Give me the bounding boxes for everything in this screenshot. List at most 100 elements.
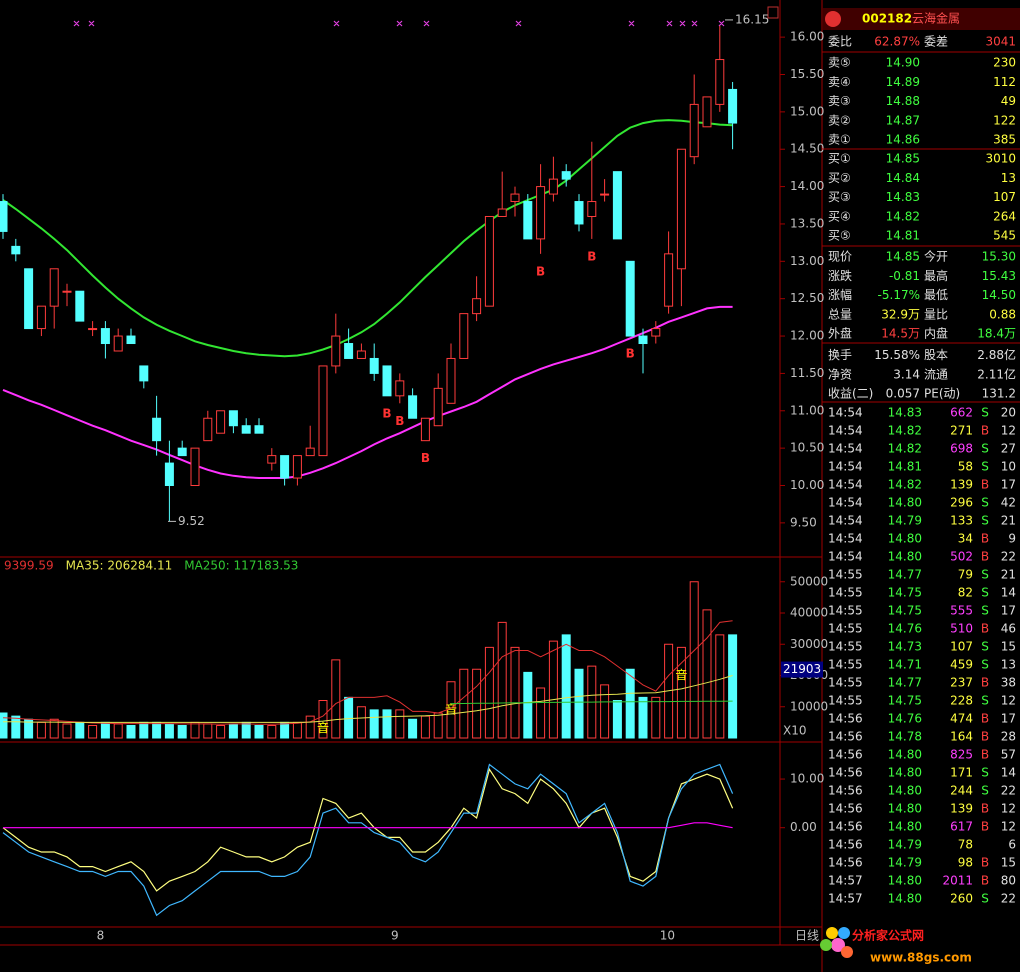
quote-cell: PE(动) xyxy=(924,387,960,401)
legend-entry: MA35: 206284.11 xyxy=(66,559,173,573)
quote-cell: S xyxy=(981,640,989,654)
quote-cell: 14.82 xyxy=(888,424,922,438)
volume-bar xyxy=(305,715,315,739)
candle-body xyxy=(612,171,622,240)
quote-cell: B xyxy=(981,424,989,438)
quote-cell: S xyxy=(981,586,989,600)
quote-cell: 卖③ xyxy=(828,94,851,108)
quote-cell: 14.80 xyxy=(888,820,922,834)
candle-body xyxy=(126,335,136,345)
quote-cell: 14.84 xyxy=(886,171,920,185)
candle-body xyxy=(446,357,456,404)
y-tick-label: 15.50 xyxy=(790,67,824,81)
candle-body xyxy=(49,268,59,307)
volume-bar xyxy=(715,634,725,739)
volume-bar xyxy=(88,725,98,739)
quote-cell: 14.78 xyxy=(888,730,922,744)
candle-body xyxy=(88,328,98,331)
quote-cell: 20 xyxy=(1001,406,1016,420)
quote-cell: B xyxy=(981,730,989,744)
y-tick-label: 10.00 xyxy=(790,478,824,492)
signal-label: B xyxy=(382,406,391,420)
candle-body xyxy=(625,260,635,337)
quote-cell: 230 xyxy=(993,56,1016,70)
quote-cell: 量比 xyxy=(924,307,948,321)
quote-cell: 14.85 xyxy=(886,152,920,166)
quote-cell: 22 xyxy=(1001,892,1016,906)
volume-average xyxy=(3,675,733,723)
quote-cell: 15 xyxy=(1001,856,1016,870)
quote-cell: 14.73 xyxy=(888,640,922,654)
quote-cell: S xyxy=(981,460,989,474)
quote-cell: 外盘 xyxy=(828,326,852,341)
quote-cell: 股本 xyxy=(924,348,948,362)
quote-cell: 14.71 xyxy=(888,658,922,672)
quote-cell: 14:56 xyxy=(828,730,863,744)
candle-body xyxy=(11,245,21,255)
quote-cell: B xyxy=(981,820,989,834)
quote-cell: 14.86 xyxy=(886,133,920,147)
quote-cell: 46 xyxy=(1001,622,1016,636)
quote-cell: 14.75 xyxy=(888,694,922,708)
quote-cell: 15.58% xyxy=(874,348,920,362)
quote-cell: 62.87% xyxy=(874,35,920,49)
watermark-url: www.88gs.com xyxy=(870,951,972,965)
volume-bar xyxy=(190,721,200,739)
candle-body xyxy=(139,365,149,382)
quote-cell: 12 xyxy=(1001,820,1016,834)
quote-cell: 14:54 xyxy=(828,442,863,456)
volume-bar xyxy=(702,609,712,739)
quote-cell: 79 xyxy=(958,568,973,582)
quote-cell: 14.80 xyxy=(888,748,922,762)
quote-cell: 122 xyxy=(993,113,1016,127)
quote-cell: 14.50 xyxy=(982,288,1016,302)
volume-bar xyxy=(600,684,610,739)
volume-bar xyxy=(11,715,21,739)
quote-cell: 14:57 xyxy=(828,874,863,888)
window-button[interactable] xyxy=(767,6,779,19)
quote-cell: 2.88亿 xyxy=(977,347,1016,362)
y-tick-label: 15.00 xyxy=(790,104,824,118)
moving-average xyxy=(2,305,733,479)
volume-bar xyxy=(152,721,162,739)
quote-cell: B xyxy=(981,874,989,888)
volume-bar xyxy=(49,718,59,739)
quote-cell: S xyxy=(981,766,989,780)
quote-cell: 21 xyxy=(1001,568,1016,582)
quote-cell: 237 xyxy=(950,676,973,690)
quote-cell: 14:55 xyxy=(828,694,863,708)
volume-bar xyxy=(100,721,110,739)
quote-cell: 14.85 xyxy=(886,250,920,264)
quote-cell: 14:54 xyxy=(828,478,863,492)
quote-cell: 卖② xyxy=(828,113,851,127)
volume-bar xyxy=(676,646,686,739)
candle-body xyxy=(0,201,8,232)
candle-body xyxy=(420,417,430,442)
quote-cell: 459 xyxy=(950,658,973,672)
candle-body xyxy=(344,343,354,359)
volume-bar xyxy=(113,723,123,739)
candle-body xyxy=(574,201,584,225)
quote-cell: 现价 xyxy=(828,250,852,264)
quote-cell: 42 xyxy=(1001,496,1016,510)
quote-cell: 698 xyxy=(950,442,973,456)
x-tick-label: 8 xyxy=(97,929,105,943)
quote-cell: 14.89 xyxy=(886,75,920,89)
scale-label: X10 xyxy=(783,724,807,738)
quote-cell: 12 xyxy=(1001,802,1016,816)
quote-cell: 14.80 xyxy=(888,784,922,798)
volume-bar xyxy=(164,723,174,739)
quote-cell: 6 xyxy=(1008,838,1016,852)
quote-cell: 17 xyxy=(1001,604,1016,618)
top-markers xyxy=(73,20,725,27)
quote-cell: 12 xyxy=(1001,694,1016,708)
quote-cell: 112 xyxy=(993,75,1016,89)
quote-cell: S xyxy=(981,442,989,456)
period-label[interactable]: 日线 xyxy=(795,929,819,943)
candle-body xyxy=(75,290,85,322)
quote-cell: 14:54 xyxy=(828,514,863,528)
quote-cell: 14.80 xyxy=(888,874,922,888)
quote-cell: 卖⑤ xyxy=(828,56,851,70)
candle-body xyxy=(177,447,187,457)
